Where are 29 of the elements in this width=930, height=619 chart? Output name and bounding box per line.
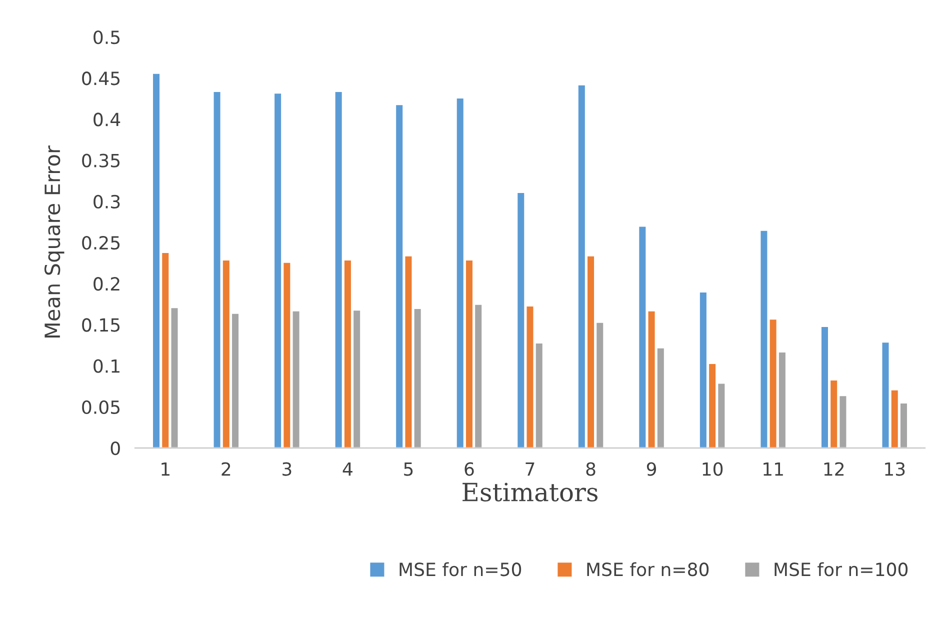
- x-tick-label: 4: [342, 462, 352, 476]
- legend-label: MSE for n=50: [400, 562, 522, 576]
- y-tick-label: 0.4: [94, 112, 120, 126]
- y-tick-label: 0.2: [94, 277, 120, 291]
- x-axis-title: Estimators: [462, 482, 598, 502]
- y-tick-label: 0: [110, 441, 120, 456]
- y-tick-label: 0.45: [82, 72, 120, 86]
- x-tick-label: 5: [404, 462, 413, 476]
- x-tick-label: 12: [824, 462, 844, 476]
- y-tick-label: 0.5: [94, 30, 120, 44]
- x-tick-label: 9: [646, 462, 656, 476]
- y-tick-label: 0.35: [82, 154, 120, 168]
- y-axis-title: Mean Square Error: [44, 145, 64, 338]
- y-tick-label: 0.1: [94, 359, 120, 373]
- x-tick-label: 13: [885, 462, 905, 476]
- legend-label: MSE for n=100: [774, 562, 908, 576]
- x-tick-label: 10: [702, 462, 723, 476]
- y-tick-label: 0.25: [82, 236, 120, 250]
- x-tick-label: 8: [586, 462, 596, 476]
- x-tick-label: 2: [222, 462, 230, 476]
- y-tick-label: 0.05: [82, 400, 120, 414]
- y-tick-label: 0.3: [94, 194, 120, 209]
- y-tick-label: 0.15: [82, 318, 120, 332]
- x-tick-label: 3: [282, 462, 292, 476]
- x-tick-label: 6: [464, 462, 474, 476]
- x-tick-label: 1: [162, 462, 170, 476]
- x-tick-label: 11: [764, 462, 783, 476]
- legend-label: MSE for n=80: [587, 562, 709, 576]
- x-tick-label: 7: [526, 462, 534, 476]
